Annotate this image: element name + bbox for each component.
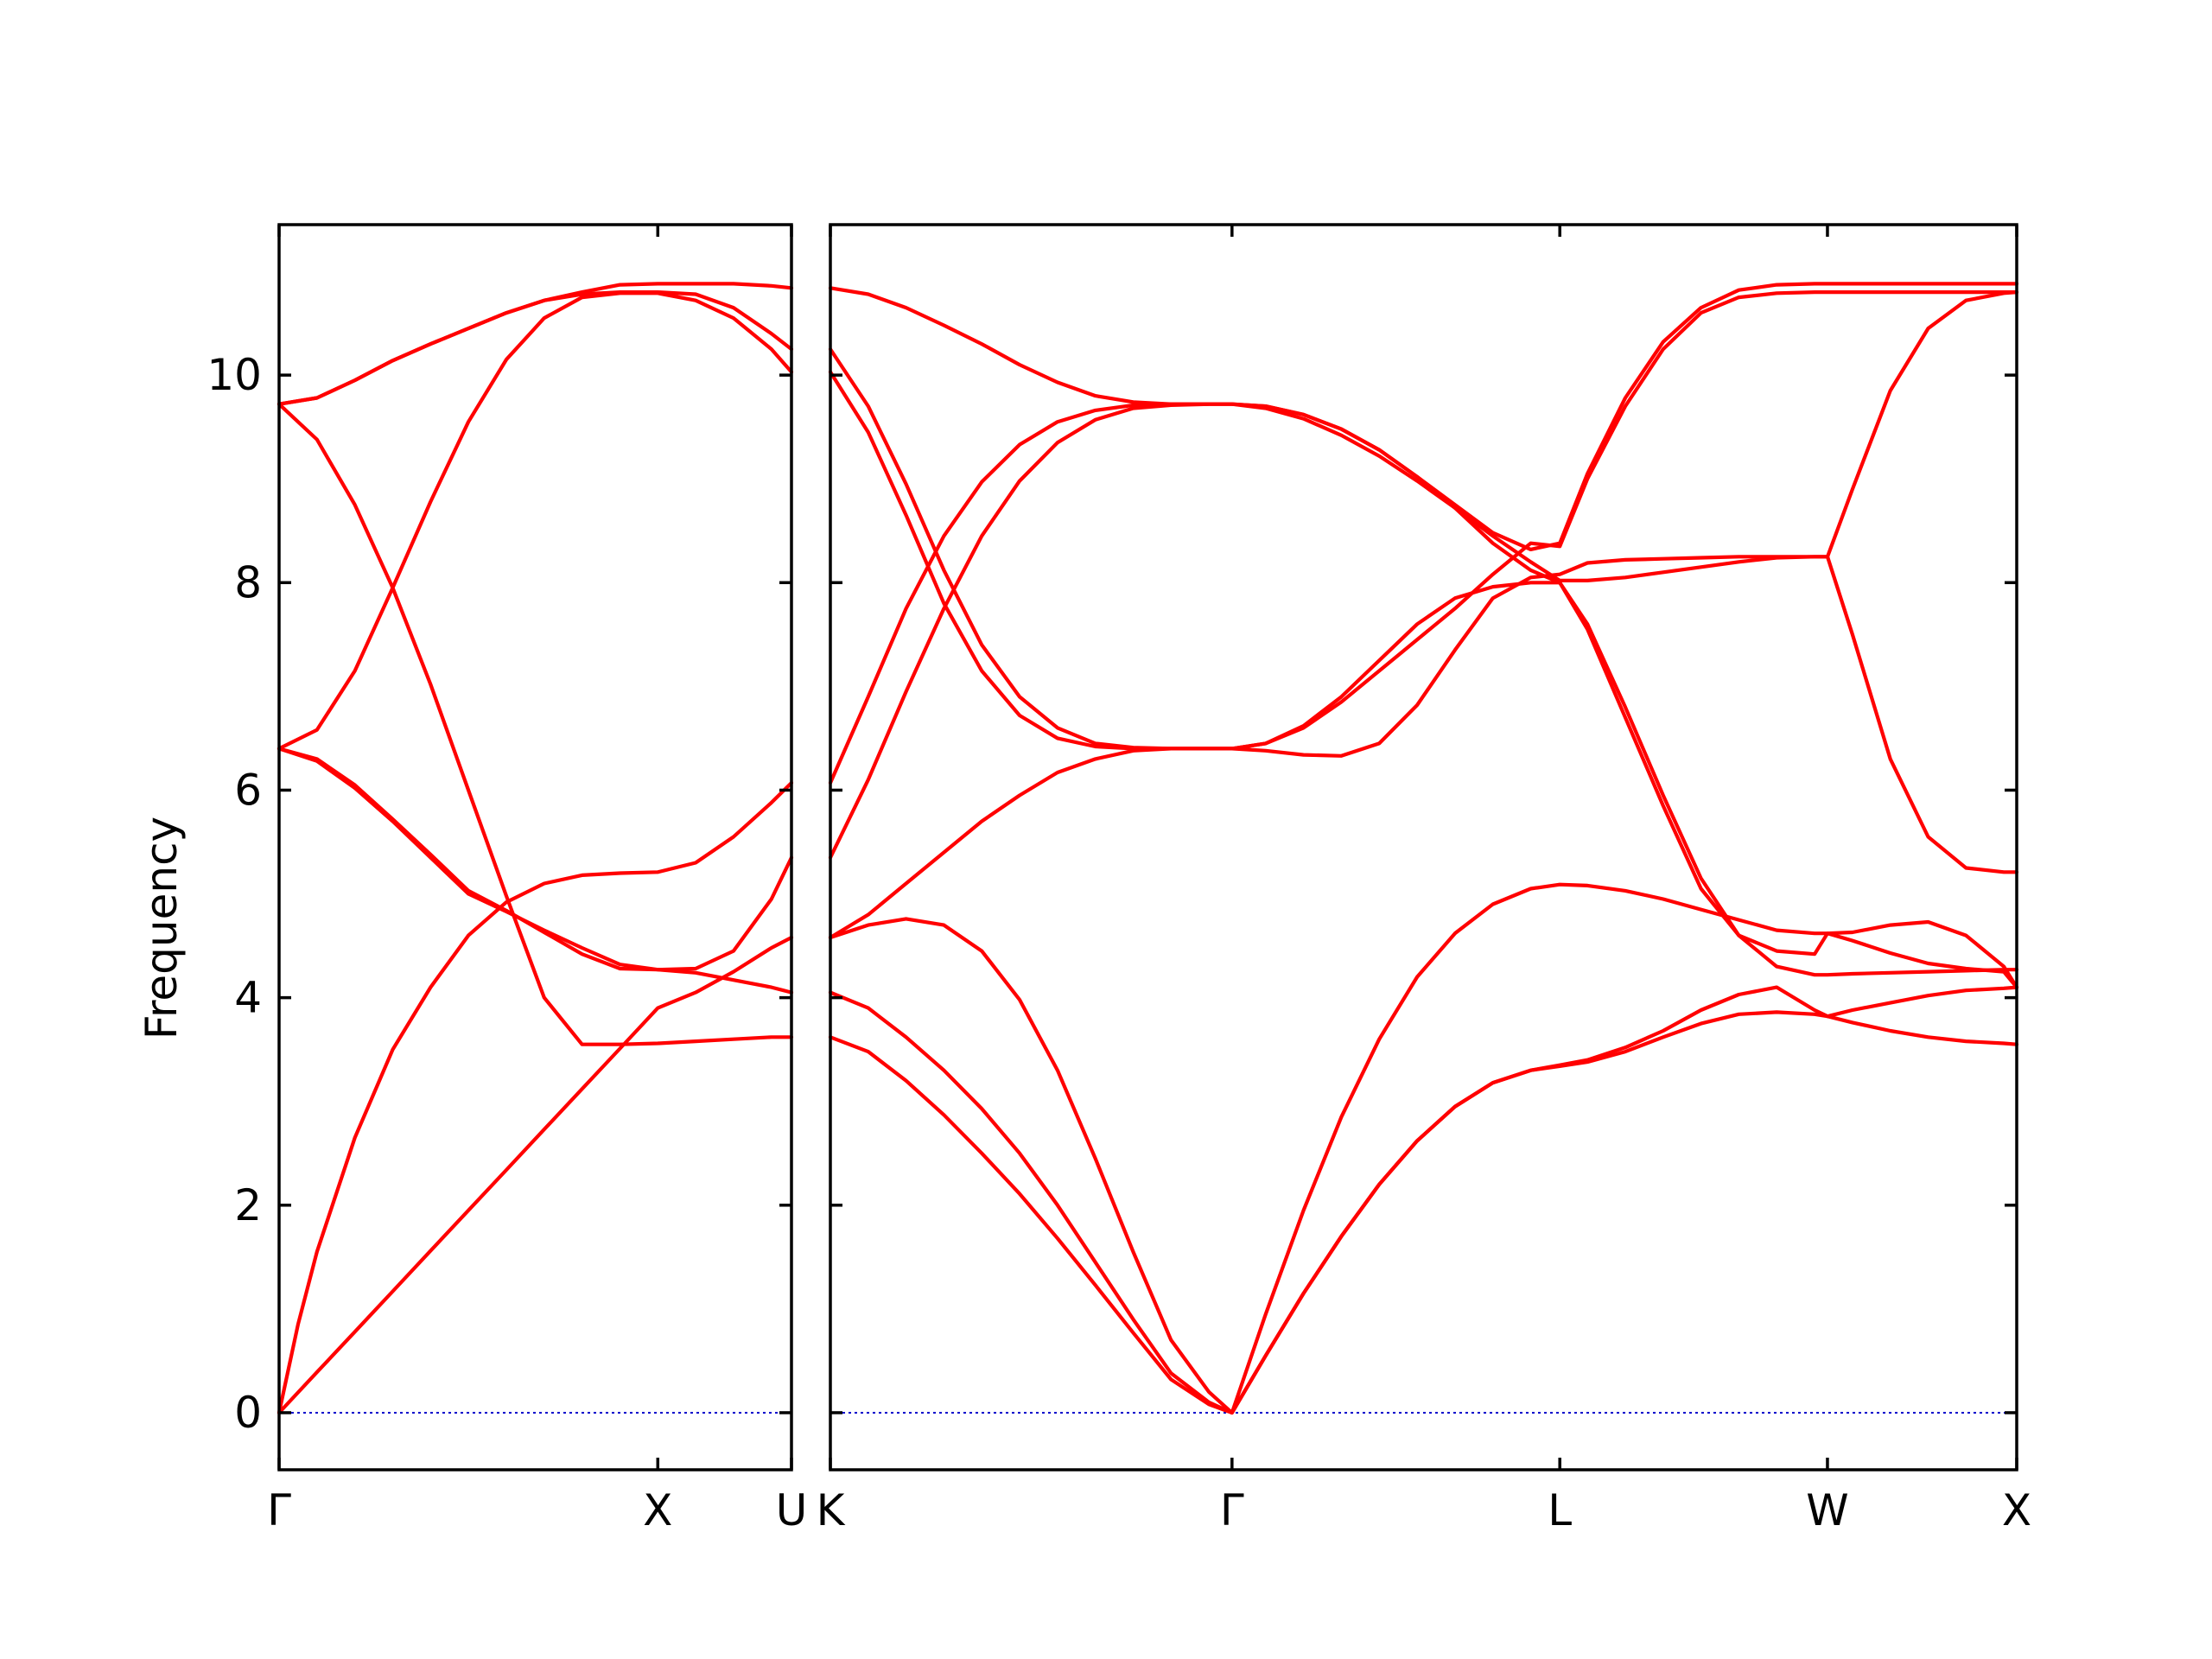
- panel-left: 0 2 4 6 8 10 Γ X U: [207, 223, 807, 1535]
- band-line-right-9: [828, 282, 2019, 551]
- x-tick-label: U: [776, 1485, 808, 1535]
- band-line-left-1: [276, 935, 794, 1415]
- band-line-right-4: [828, 581, 2019, 977]
- x-tick-label: Γ: [267, 1485, 291, 1535]
- y-tick-label: 8: [234, 557, 262, 607]
- band-line-right-2: [828, 985, 2019, 1415]
- band-line-left-6: [276, 291, 794, 751]
- bands-left: [276, 282, 794, 1415]
- band-line-right-3: [828, 882, 2019, 1415]
- band-line-right-1: [828, 1010, 2019, 1415]
- band-line-left-2: [276, 780, 794, 1415]
- x-tick-label: X: [643, 1485, 672, 1535]
- ticks-left: 0 2 4 6 8 10 Γ X U: [207, 225, 807, 1535]
- frame-left: [277, 223, 793, 1471]
- y-axis-label: Frequency: [137, 817, 187, 1039]
- band-line-right-6: [828, 402, 2019, 874]
- band-line-left-5: [276, 402, 794, 1046]
- band-line-right-8: [828, 290, 2019, 751]
- y-tick-label: 4: [234, 973, 262, 1023]
- x-tick-label: X: [2002, 1485, 2031, 1535]
- band-line-right-7: [828, 290, 2019, 758]
- x-tick-label: W: [1806, 1485, 1848, 1535]
- x-tick-label: K: [817, 1485, 846, 1535]
- band-line-left-8: [276, 282, 794, 406]
- band-line-left-4: [276, 747, 794, 995]
- y-tick-label: 6: [234, 765, 262, 815]
- y-tick-label: 2: [234, 1180, 262, 1230]
- bands-right: [828, 282, 2019, 1415]
- y-tick-label: 10: [207, 350, 262, 400]
- x-tick-label: Γ: [1220, 1485, 1244, 1535]
- x-tick-label: L: [1548, 1485, 1572, 1535]
- y-tick-label: 0: [234, 1388, 262, 1438]
- frame-right: [829, 223, 2018, 1471]
- band-line-left-3: [276, 747, 794, 972]
